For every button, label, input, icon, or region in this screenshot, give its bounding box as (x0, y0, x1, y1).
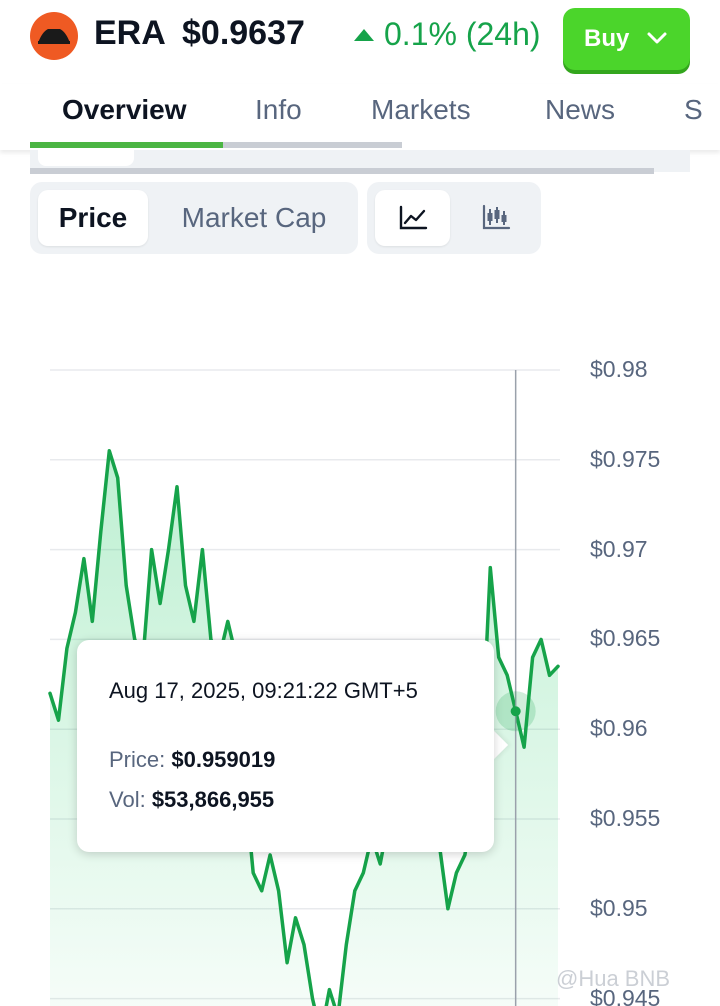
tooltip-vol-row: Vol: $53,866,955 (109, 787, 274, 813)
buy-button[interactable]: Buy (563, 8, 690, 70)
candlestick-icon (482, 204, 510, 230)
y-axis-label: $0.965 (590, 625, 661, 652)
y-axis-label: $0.97 (590, 535, 648, 562)
coin-header: ERA $0.9637 0.1% (24h) Buy (0, 0, 720, 76)
tab-news[interactable]: News (545, 94, 616, 125)
price-change: 0.1% (24h) (354, 16, 541, 53)
tab-overview[interactable]: Overview (62, 94, 187, 125)
tab-scroll-indicator (30, 142, 223, 148)
y-axis-label: $0.975 (590, 445, 661, 472)
era-logo (30, 12, 78, 60)
tooltip-price-label: Price: (109, 747, 172, 772)
market-cap-toggle[interactable]: Market Cap (181, 202, 327, 233)
price-change-value: 0.1% (24h) (384, 16, 541, 52)
tooltip-price-value: $0.959019 (171, 747, 276, 772)
tab-markets[interactable]: Markets (371, 94, 471, 125)
tooltip-price-row: Price: $0.959019 (109, 747, 275, 773)
tooltip-date: Aug 17, 2025, 09:21:22 GMT+5 (109, 678, 418, 703)
price-chart[interactable]: $0.98 $0.975 $0.97 $0.965 $0.96 $0.955 $0.95 $0… (0, 330, 720, 1006)
price-area (50, 450, 558, 1006)
y-axis-label: $0.98 (590, 356, 648, 382)
metric-toggle: Price Market Cap (30, 182, 358, 254)
chart-type-toggle (367, 182, 541, 254)
line-chart-icon (399, 205, 427, 230)
y-axis-label: $0.945 (590, 984, 661, 1006)
candlestick-button[interactable] (458, 190, 533, 246)
highlight-point (510, 706, 521, 717)
y-axis-label: $0.95 (590, 894, 648, 921)
tooltip-vol-label: Vol: (109, 787, 152, 812)
y-axis-label: $0.96 (590, 715, 648, 742)
price-toggle[interactable]: Price (38, 190, 148, 246)
tab-overflow[interactable]: S (684, 94, 703, 125)
tab-bar: Overview Info Markets News S (0, 84, 720, 150)
chevron-down-icon (647, 32, 667, 44)
arrow-up-icon (354, 28, 374, 41)
buy-label: Buy (584, 25, 630, 52)
y-axis-label: $0.955 (590, 805, 661, 831)
hidden-scroll-track (30, 168, 654, 174)
coin-price: $0.9637 (182, 14, 305, 52)
tab-info[interactable]: Info (255, 94, 302, 125)
hidden-pill (38, 150, 134, 166)
watermark: @Hua BNB (556, 966, 671, 991)
tooltip-vol-value: $53,866,955 (151, 787, 275, 812)
chart-tooltip: Aug 17, 2025, 09:21:22 GMT+5 Price: $0.9… (77, 640, 494, 852)
hidden-row (30, 150, 690, 172)
coin-symbol: ERA (94, 14, 166, 52)
line-chart-button[interactable] (375, 190, 450, 246)
